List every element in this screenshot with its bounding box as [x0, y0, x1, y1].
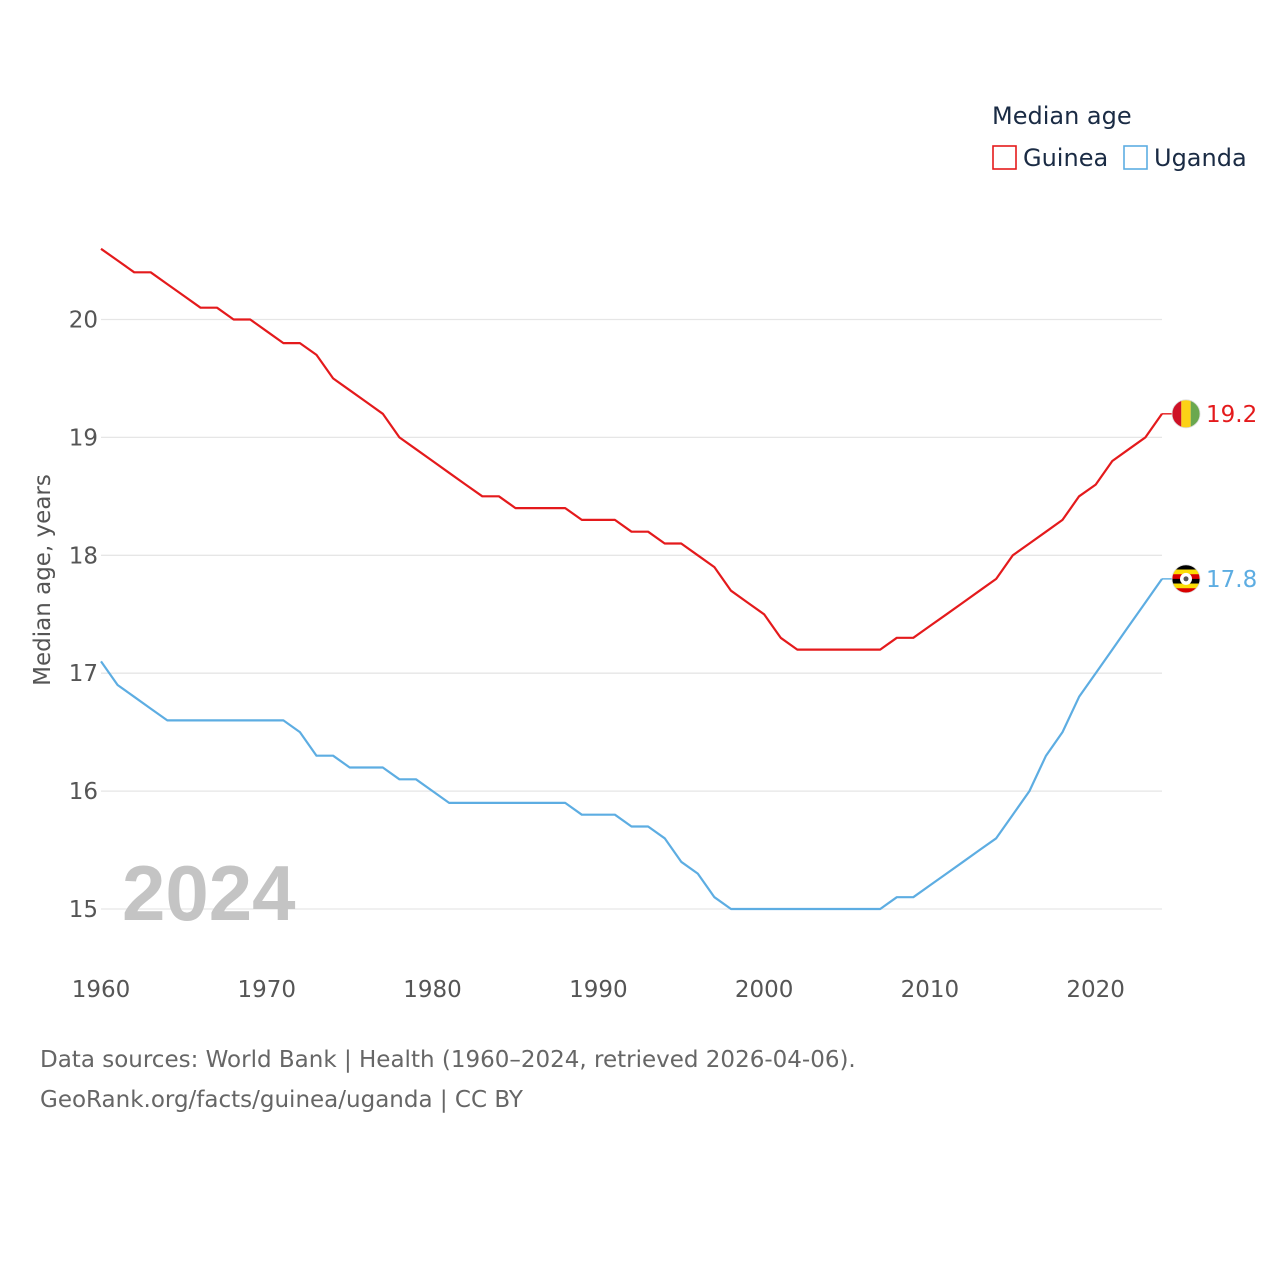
x-tick-label-2020: 2020 [1066, 977, 1125, 1003]
legend-swatch-guinea [992, 145, 1017, 170]
flag-border-uganda [1171, 564, 1201, 594]
legend-item-guinea[interactable]: Guinea [992, 144, 1108, 172]
y-tick-label-15: 15 [69, 897, 98, 923]
x-tick-label-1990: 1990 [569, 977, 628, 1003]
legend-label-guinea: Guinea [1023, 144, 1108, 172]
y-tick-label-20: 20 [69, 308, 98, 334]
y-tick-label-19: 19 [69, 425, 98, 451]
x-tick-label-1960: 1960 [72, 977, 131, 1003]
end-markers: 19.2 17.8 [1162, 399, 1257, 594]
legend-item-uganda[interactable]: Uganda [1123, 144, 1247, 172]
credit-text: GeoRank.org/facts/guinea/uganda | CC BY [40, 1087, 523, 1113]
data-sources-text: Data sources: World Bank | Health (1960–… [40, 1047, 856, 1073]
y-axis-ticks: 15 16 17 18 19 20 [69, 308, 98, 924]
flag-border-guinea [1171, 399, 1201, 429]
series-lines [100, 247, 1163, 911]
x-tick-label-1970: 1970 [238, 977, 297, 1003]
grid-lines [101, 318, 1162, 910]
x-tick-label-2010: 2010 [901, 977, 960, 1003]
legend: Median age Guinea Uganda [992, 102, 1247, 172]
y-axis-title: Median age, years [30, 474, 56, 686]
y-tick-label-16: 16 [69, 779, 98, 805]
end-value-label-guinea: 19.2 [1206, 402, 1257, 428]
guinea-flag-icon [1172, 399, 1200, 428]
footer: Data sources: World Bank | Health (1960–… [40, 1040, 856, 1120]
line-chart: 15 16 17 18 19 20 1960 1970 1980 1990 2000 2010 202… [30, 102, 1257, 1003]
legend-swatch-uganda [1123, 145, 1148, 170]
x-tick-label-1980: 1980 [403, 977, 462, 1003]
legend-label-uganda: Uganda [1154, 144, 1247, 172]
y-tick-label-17: 17 [69, 661, 98, 687]
x-tick-label-2000: 2000 [735, 977, 794, 1003]
legend-title: Median age [992, 102, 1132, 130]
series-line-guinea[interactable] [100, 247, 1163, 651]
y-tick-label-18: 18 [69, 543, 98, 569]
uganda-flag-icon [1172, 564, 1200, 593]
series-line-uganda[interactable] [100, 578, 1163, 911]
end-value-label-uganda: 17.8 [1206, 567, 1257, 593]
year-watermark: 2024 [122, 849, 296, 937]
x-axis-ticks: 1960 1970 1980 1990 2000 2010 2020 [72, 977, 1125, 1003]
